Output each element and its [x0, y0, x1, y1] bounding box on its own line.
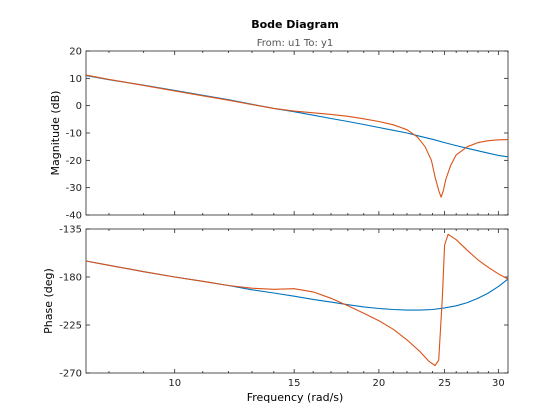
- x-tick-label: 30: [492, 378, 505, 389]
- magnitude-ytick-label: -10: [66, 129, 82, 140]
- chart-title: Bode Diagram: [251, 18, 339, 31]
- magnitude-series-2-line: [85, 74, 509, 198]
- magnitude-ytick-label: 0: [76, 101, 82, 112]
- magnitude-panel: 20 10 0 -10 -20 -30 -40 Magnitude (dB): [49, 47, 509, 222]
- phase-panel: -135 -180 -225 -270 Phase (deg): [42, 225, 509, 380]
- magnitude-ytick-label: 20: [69, 47, 82, 58]
- magnitude-ytick-label: -20: [66, 156, 82, 167]
- magnitude-axis-label: Magnitude (dB): [49, 91, 62, 176]
- magnitude-ytick-label: 10: [69, 74, 82, 85]
- magnitude-ytick-label: -40: [66, 211, 82, 222]
- magnitude-axes-frame: [85, 50, 509, 216]
- phase-ytick-label: -270: [59, 369, 82, 380]
- phase-ytick-label: -225: [59, 321, 82, 332]
- chart-subtitle: From: u1 To: y1: [257, 38, 334, 49]
- x-tick-label: 25: [438, 378, 451, 389]
- x-tick-label: 10: [168, 378, 181, 389]
- x-tick-label: 20: [373, 378, 386, 389]
- phase-axis-label: Phase (deg): [42, 268, 55, 334]
- phase-series-2-line: [85, 233, 509, 367]
- x-axis-label: Frequency (rad/s): [247, 391, 344, 404]
- x-tick-label: 15: [288, 378, 301, 389]
- phase-axes-frame: [85, 228, 509, 374]
- magnitude-ytick-label: -30: [66, 183, 82, 194]
- phase-ytick-label: -135: [59, 225, 82, 236]
- phase-ytick-label: -180: [59, 273, 82, 284]
